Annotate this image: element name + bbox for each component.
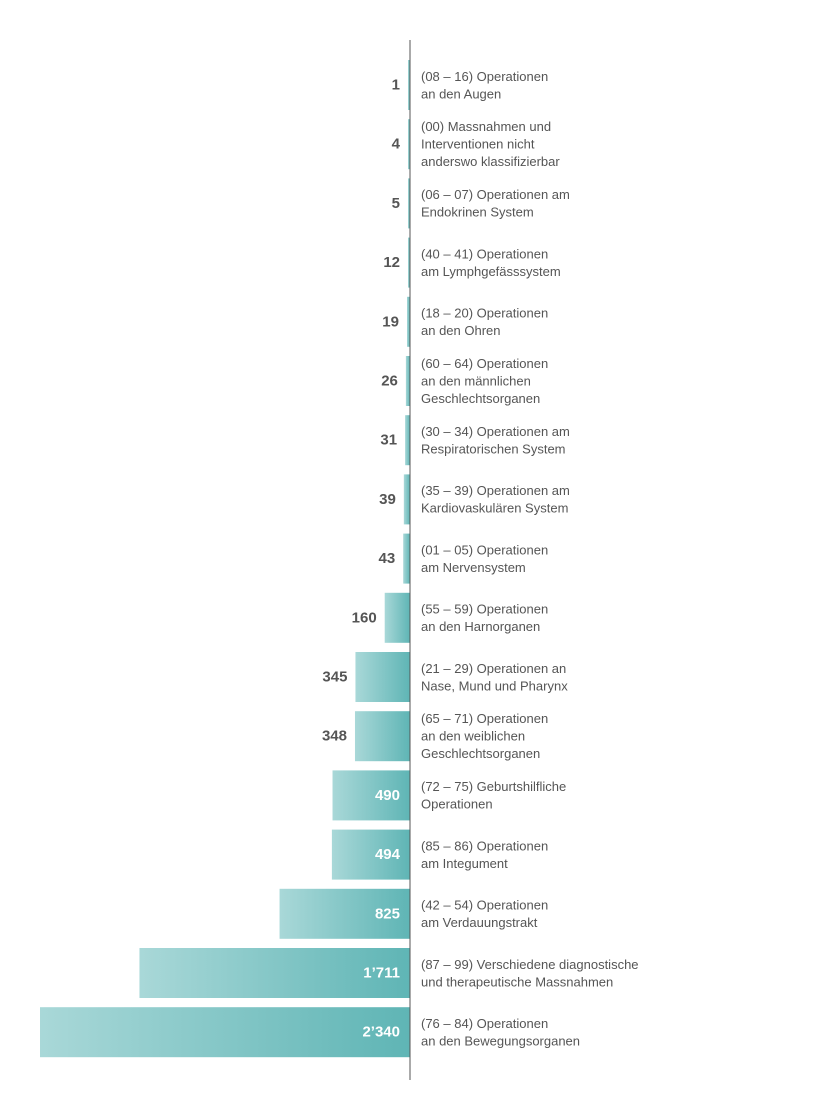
category-label-line: Nase, Mund und Pharynx (421, 678, 568, 693)
bar (408, 119, 410, 170)
category-label: (65 – 71) Operationen an den weiblichen Ge… (421, 711, 548, 761)
category-label-line: an den Bewegungsorganen (421, 1033, 580, 1048)
category-label-line: und therapeutische Massnahmen (421, 974, 613, 989)
category-label: (87 – 99) Verschiedene diagnostische und … (421, 957, 639, 990)
category-labels-group: (08 – 16) Operationen an den Augen (00) Ma… (421, 69, 639, 1049)
category-label-line: (55 – 59) Operationen (421, 602, 548, 617)
category-label: (06 – 07) Operationen am Endokrinen Syste… (421, 187, 570, 220)
category-label: (60 – 64) Operationen an den männlichen Ge… (421, 356, 548, 406)
category-label-line: an den Augen (421, 86, 501, 101)
category-label-line: Kardiovaskulären System (421, 501, 568, 516)
value-labels-group: 1 4 5 12 19 26 31 39 43 160 345 348 490 494 825 1’711 2’… (322, 77, 401, 1041)
category-label-line: an den weiblichen (421, 729, 525, 744)
bar (384, 592, 410, 643)
category-label-line: Operationen (421, 797, 493, 812)
category-label-line: am Verdauungstrakt (421, 915, 538, 930)
bar (355, 652, 410, 702)
category-label-line: (21 – 29) Operationen an (421, 661, 566, 676)
bar-value-label: 39 (379, 491, 396, 508)
category-label: (21 – 29) Operationen an Nase, Mund und P… (421, 661, 568, 694)
bar-value-label: 19 (382, 313, 399, 330)
bar (405, 415, 410, 466)
bar-value-label: 31 (380, 432, 397, 449)
category-label-line: (60 – 64) Operationen (421, 356, 548, 371)
category-label-line: (42 – 54) Operationen (421, 898, 548, 913)
category-label-line: (35 – 39) Operationen am (421, 483, 570, 498)
bar (408, 178, 410, 229)
bar (332, 770, 410, 821)
category-label: (30 – 34) Operationen am Respiratorischen… (421, 424, 570, 457)
bar (279, 888, 410, 939)
category-label-line: (06 – 07) Operationen am (421, 187, 570, 202)
bar (403, 474, 410, 525)
category-label-line: Geschlechtsorganen (421, 746, 540, 761)
category-label-line: (87 – 99) Verschiedene diagnostische (421, 957, 639, 972)
bar-value-label: 5 (392, 195, 400, 212)
category-label-line: Respiratorischen System (421, 441, 566, 456)
category-label-line: an den Harnorganen (421, 619, 540, 634)
category-label-line: an den Ohren (421, 323, 501, 338)
bar-value-label: 825 (375, 905, 400, 922)
category-label: (76 – 84) Operationen an den Bewegungsorg… (421, 1016, 580, 1048)
bar-value-label: 160 (352, 609, 377, 626)
category-label-line: am Integument (421, 856, 508, 871)
bar-value-label: 490 (375, 787, 400, 804)
bar (139, 948, 410, 998)
bar (405, 356, 410, 406)
category-label-line: Interventionen nicht (421, 137, 535, 152)
category-label: (18 – 20) Operationen an den Ohren (421, 306, 548, 339)
category-label-line: (65 – 71) Operationen (421, 711, 548, 726)
category-label-line: (40 – 41) Operationen (421, 246, 548, 261)
bar-value-label: 1’711 (363, 965, 400, 982)
bar-value-label: 1 (392, 77, 400, 94)
category-label-line: (85 – 86) Operationen (421, 838, 548, 853)
bar-value-label: 12 (383, 254, 400, 271)
bar-value-label: 26 (381, 373, 398, 390)
bar-value-label: 345 (322, 669, 347, 686)
category-label: (55 – 59) Operationen an den Harnorganen (421, 602, 548, 635)
category-label: (01 – 05) Operationen am Nervensystem (421, 542, 548, 575)
bar (354, 711, 410, 762)
category-label-line: am Nervensystem (421, 560, 526, 575)
category-label-line: (76 – 84) Operationen (421, 1016, 548, 1031)
bar-value-label: 494 (375, 846, 401, 863)
bar-value-label: 348 (322, 728, 347, 745)
bar (403, 533, 410, 584)
category-label-line: (72 – 75) Geburtshilfliche (421, 779, 566, 794)
bar (406, 296, 410, 347)
bar-value-label: 4 (392, 136, 401, 153)
category-label: (35 – 39) Operationen am Kardiovaskulären… (421, 483, 570, 516)
category-label-line: (30 – 34) Operationen am (421, 424, 570, 439)
category-label: (42 – 54) Operationen am Verdauungstrakt (421, 898, 548, 931)
category-label-line: (00) Massnahmen und (421, 119, 551, 134)
bar-value-label: 43 (379, 550, 396, 567)
category-label: (00) Massnahmen und Interventionen nicht a… (421, 119, 560, 169)
category-label-line: an den männlichen (421, 374, 531, 389)
bars-group (40, 60, 410, 1058)
bar (408, 60, 410, 110)
category-label-line: anderswo klassifizierbar (421, 154, 560, 169)
category-label: (08 – 16) Operationen an den Augen (421, 69, 548, 102)
category-label-line: (08 – 16) Operationen (421, 69, 548, 84)
category-label: (40 – 41) Operationen am Lymphgefässsyste… (421, 246, 561, 279)
category-label-line: (01 – 05) Operationen (421, 542, 548, 557)
bar (40, 1007, 410, 1058)
bar (408, 237, 410, 288)
category-label-line: Endokrinen System (421, 205, 534, 220)
category-label-line: am Lymphgefässsystem (421, 264, 561, 279)
bar (331, 829, 410, 880)
category-label: (72 – 75) Geburtshilfliche Operationen (421, 779, 566, 812)
bar-value-label: 2’340 (362, 1024, 400, 1041)
category-label: (85 – 86) Operationen am Integument (421, 838, 548, 871)
category-label-line: Geschlechtsorganen (421, 391, 540, 406)
category-label-line: (18 – 20) Operationen (421, 306, 548, 321)
